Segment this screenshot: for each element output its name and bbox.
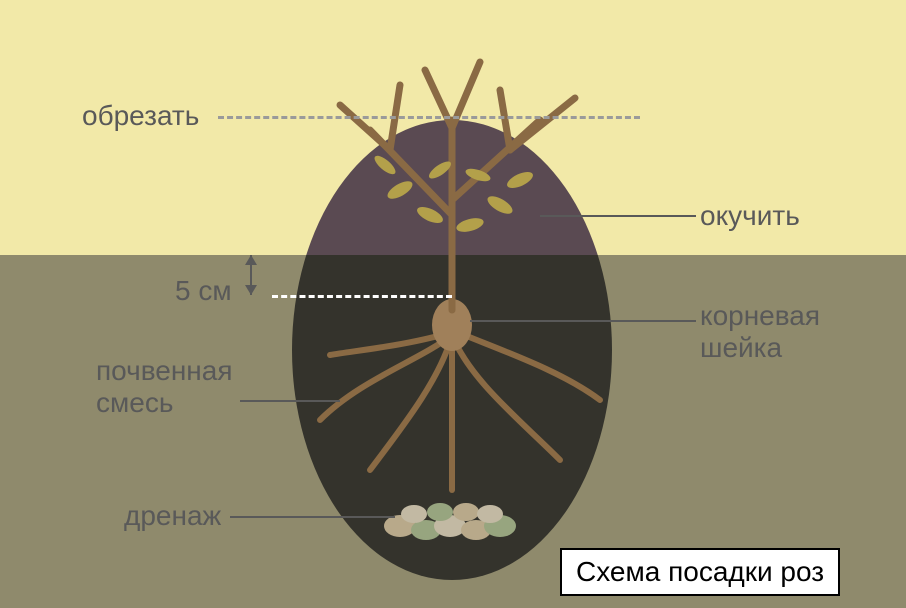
label-soil-mix: почвеннаясмесь bbox=[96, 355, 233, 419]
label-hill: окучить bbox=[700, 200, 800, 232]
depth-arrow-up-icon bbox=[245, 255, 257, 265]
leader-drainage bbox=[230, 516, 395, 518]
label-root-neck: корневаяшейка bbox=[700, 300, 820, 364]
leader-hill bbox=[540, 215, 696, 217]
diagram-caption-text: Схема посадки роз bbox=[576, 556, 824, 587]
leader-root-neck bbox=[470, 320, 696, 322]
depth-reference-line bbox=[272, 295, 452, 298]
label-prune: обрезать bbox=[82, 100, 199, 132]
diagram-canvas: обрезать окучить 5 см корневаяшейка почв… bbox=[0, 0, 906, 608]
label-drainage: дренаж bbox=[124, 500, 221, 532]
depth-arrow-down-icon bbox=[245, 285, 257, 295]
label-depth: 5 см bbox=[175, 275, 232, 307]
leader-soil-mix bbox=[240, 400, 340, 402]
diagram-caption: Схема посадки роз bbox=[560, 548, 840, 596]
prune-cut-line bbox=[218, 116, 640, 119]
